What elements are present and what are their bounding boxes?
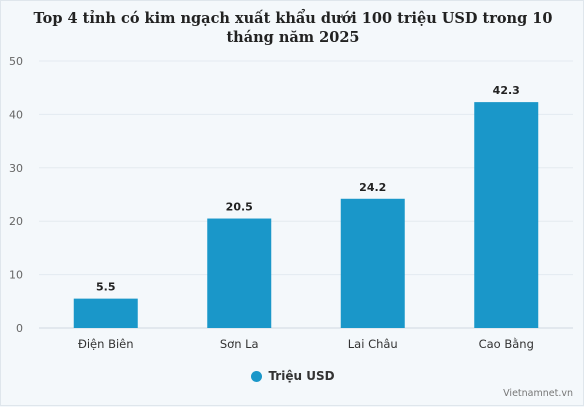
data-label: 42.3 [493,84,520,97]
chart-legend[interactable]: Triệu USD [1,369,584,383]
data-label: 20.5 [226,201,253,214]
y-tick-label: 50 [9,55,23,68]
bar[interactable] [340,198,405,328]
bar[interactable] [474,102,539,328]
y-tick-label: 0 [16,322,23,335]
data-label: 24.2 [359,181,386,194]
x-tick-label: Sơn La [220,337,259,351]
legend-marker [251,370,263,382]
chart-title: Top 4 tỉnh có kim ngạch xuất khẩu dưới 1… [33,10,553,46]
bar[interactable] [73,298,138,328]
bar[interactable] [207,218,272,328]
x-tick-label: Cao Bằng [479,337,534,351]
y-tick-label: 10 [9,269,23,282]
x-tick-label: Lai Châu [348,337,398,351]
x-tick-label: Điện Biên [78,337,134,351]
y-tick-label: 30 [9,162,23,175]
source-credit: Vietnamnet.vn [503,388,573,399]
legend-label: Triệu USD [268,369,335,383]
y-tick-label: 20 [9,215,23,228]
data-label: 5.5 [96,281,116,294]
y-tick-label: 40 [9,108,23,121]
